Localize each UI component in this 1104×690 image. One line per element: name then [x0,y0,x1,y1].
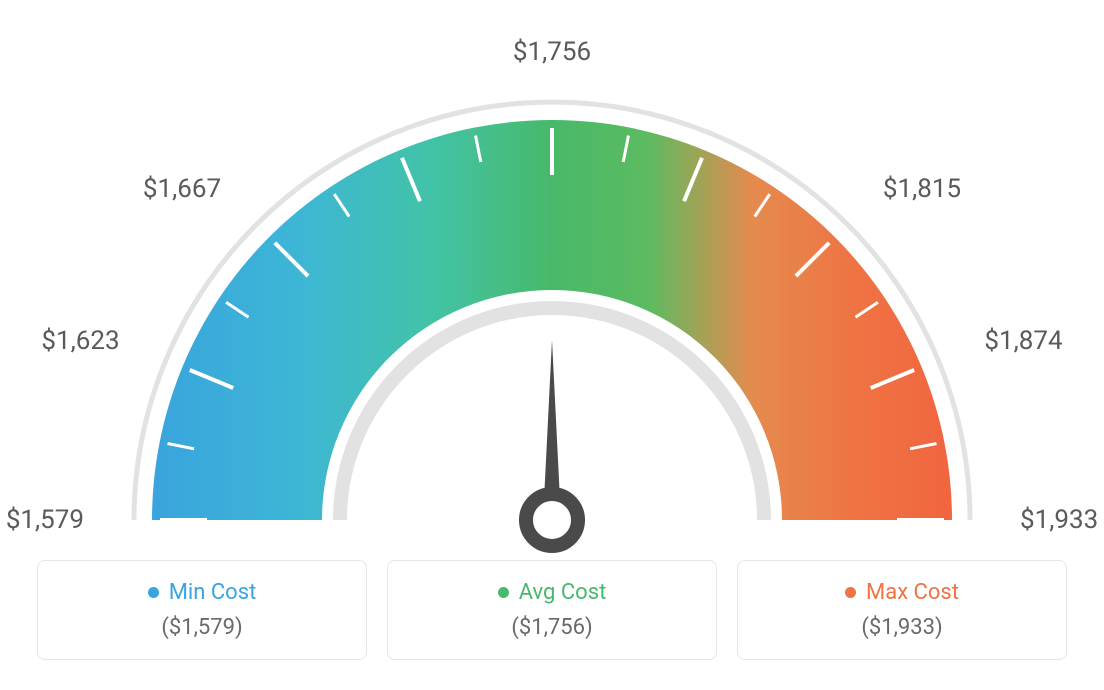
tick-label-4: $1,756 [513,37,591,67]
cost-gauge: $1,579 $1,623 $1,667 $1,756 $1,815 $1,87… [32,40,1072,580]
legend-label: Max Cost [866,580,959,605]
tick-label-8: $1,933 [1020,505,1098,535]
gauge-svg [32,40,1072,580]
tick-label-6: $1,815 [883,174,961,204]
legend-card-min: Min Cost ($1,579) [37,560,367,660]
legend-value: ($1,756) [511,615,592,640]
legend-label: Min Cost [169,580,257,605]
legend-row: Min Cost ($1,579) Avg Cost ($1,756) Max … [37,560,1067,660]
tick-label-0: $1,579 [6,505,84,535]
legend-top: Avg Cost [498,580,607,605]
legend-value: ($1,579) [161,615,242,640]
legend-top: Max Cost [845,580,959,605]
tick-label-7: $1,874 [984,326,1062,356]
legend-label: Avg Cost [519,580,607,605]
legend-value: ($1,933) [861,615,942,640]
legend-dot-icon [845,587,856,598]
legend-dot-icon [148,587,159,598]
legend-dot-icon [498,587,509,598]
tick-label-1: $1,623 [41,326,119,356]
legend-top: Min Cost [148,580,257,605]
legend-card-max: Max Cost ($1,933) [737,560,1067,660]
legend-card-avg: Avg Cost ($1,756) [387,560,717,660]
tick-label-2: $1,667 [143,174,221,204]
